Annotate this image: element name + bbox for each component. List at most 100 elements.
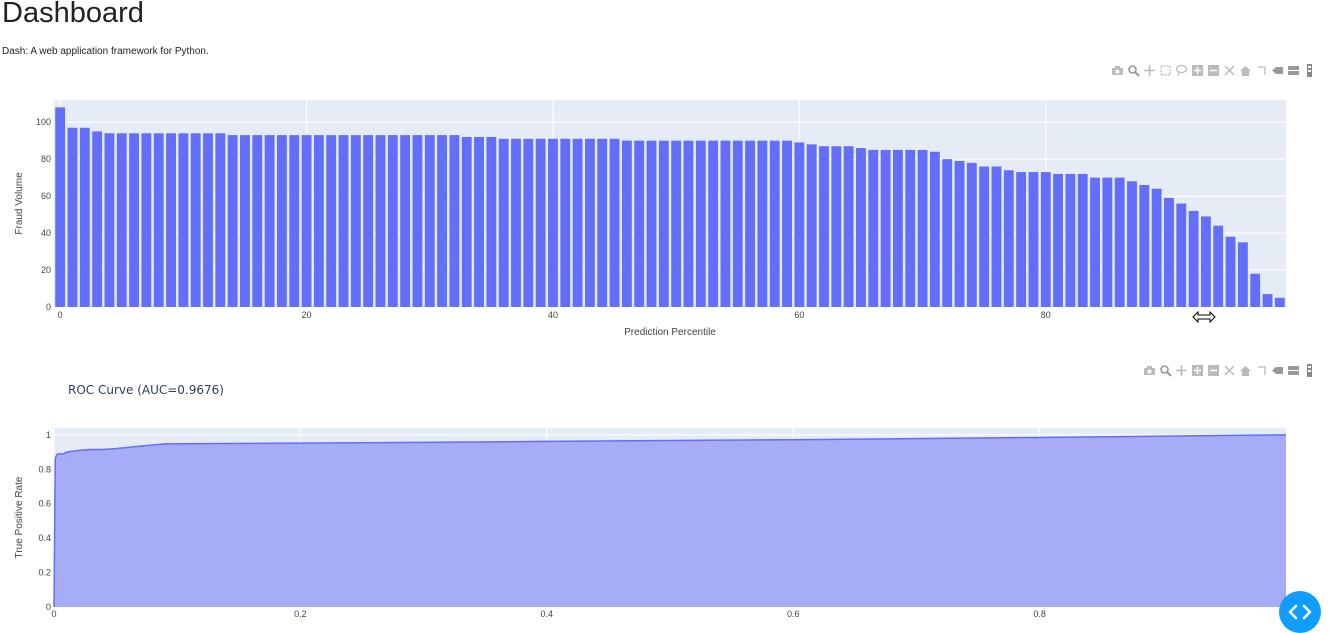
bar[interactable] bbox=[646, 140, 657, 307]
bar[interactable] bbox=[240, 135, 250, 307]
bar[interactable] bbox=[203, 133, 213, 307]
bar[interactable] bbox=[141, 133, 152, 307]
bar[interactable] bbox=[215, 133, 226, 307]
bar[interactable] bbox=[868, 149, 879, 307]
plotly-logo-icon[interactable] bbox=[1303, 64, 1316, 77]
bar[interactable] bbox=[1003, 170, 1014, 307]
pan-icon[interactable] bbox=[1175, 364, 1188, 377]
bar[interactable] bbox=[732, 140, 743, 307]
bar[interactable] bbox=[1028, 172, 1039, 307]
hover-closest-icon[interactable] bbox=[1271, 364, 1284, 377]
bar[interactable] bbox=[1016, 172, 1027, 307]
spike-lines-icon[interactable] bbox=[1255, 64, 1268, 77]
camera-icon[interactable] bbox=[1143, 364, 1156, 377]
zoom-icon[interactable] bbox=[1127, 64, 1140, 77]
bar[interactable] bbox=[1102, 177, 1113, 307]
bar[interactable] bbox=[806, 144, 817, 307]
bar[interactable] bbox=[227, 135, 238, 307]
hover-compare-icon[interactable] bbox=[1287, 364, 1300, 377]
bar[interactable] bbox=[1040, 172, 1051, 307]
dash-devtools-toggle-button[interactable] bbox=[1279, 591, 1321, 633]
bar[interactable] bbox=[1164, 197, 1174, 307]
bar[interactable] bbox=[523, 138, 534, 307]
bar[interactable] bbox=[424, 135, 435, 307]
bar[interactable] bbox=[695, 140, 706, 307]
bar[interactable] bbox=[942, 159, 953, 307]
bar[interactable] bbox=[979, 166, 990, 307]
roc-area-fill[interactable] bbox=[54, 434, 1286, 607]
bar[interactable] bbox=[892, 149, 903, 307]
bar[interactable] bbox=[794, 142, 805, 307]
bar[interactable] bbox=[597, 138, 608, 307]
bar[interactable] bbox=[634, 140, 645, 307]
bar[interactable] bbox=[880, 149, 891, 307]
bar[interactable] bbox=[486, 136, 497, 307]
bar[interactable] bbox=[1127, 181, 1137, 307]
bar[interactable] bbox=[560, 138, 571, 307]
bar[interactable] bbox=[991, 166, 1002, 307]
bar[interactable] bbox=[831, 146, 842, 307]
roc-curve-line[interactable] bbox=[53, 434, 1287, 608]
bar[interactable] bbox=[1090, 177, 1100, 307]
bar[interactable] bbox=[338, 135, 349, 307]
bar[interactable] bbox=[621, 140, 632, 307]
lasso-icon[interactable] bbox=[1175, 64, 1188, 77]
spike-lines-icon[interactable] bbox=[1255, 364, 1268, 377]
bar[interactable] bbox=[375, 135, 386, 307]
zoom-in-icon[interactable] bbox=[1191, 64, 1204, 77]
bar[interactable] bbox=[609, 138, 620, 307]
bar[interactable] bbox=[129, 133, 140, 307]
bar[interactable] bbox=[289, 135, 300, 307]
bar[interactable] bbox=[178, 133, 189, 307]
bar[interactable] bbox=[757, 140, 768, 307]
bar[interactable] bbox=[412, 135, 423, 307]
bar[interactable] bbox=[104, 133, 115, 307]
bar[interactable] bbox=[782, 140, 792, 307]
bar[interactable] bbox=[1053, 173, 1064, 307]
bar[interactable] bbox=[1188, 210, 1199, 307]
bar[interactable] bbox=[905, 149, 916, 307]
bar[interactable] bbox=[400, 135, 411, 307]
bar[interactable] bbox=[1274, 297, 1285, 307]
bar[interactable] bbox=[461, 136, 472, 307]
bar[interactable] bbox=[708, 140, 719, 307]
bar[interactable] bbox=[67, 127, 78, 308]
plotly-logo-icon[interactable] bbox=[1303, 364, 1316, 377]
bar[interactable] bbox=[1262, 294, 1273, 307]
bar[interactable] bbox=[313, 135, 324, 307]
reset-axes-icon[interactable] bbox=[1239, 64, 1252, 77]
pan-icon[interactable] bbox=[1143, 64, 1156, 77]
bar[interactable] bbox=[1213, 225, 1224, 307]
bar[interactable] bbox=[769, 140, 780, 307]
roc-area-chart[interactable]: 0 0.2 0.4 0.6 0.8 1 0 0.2 0.4 0.6 0.8 ROC Curve (AU… bbox=[0, 362, 1329, 622]
bar[interactable] bbox=[1250, 273, 1261, 307]
zoom-out-icon[interactable] bbox=[1207, 364, 1220, 377]
bar[interactable] bbox=[671, 140, 682, 307]
fraud-volume-graph[interactable]: 0 20 40 60 80 100 0 20 40 60 80 Prediction Percenti… bbox=[0, 60, 1329, 350]
bar[interactable] bbox=[843, 146, 854, 307]
bar[interactable] bbox=[276, 135, 287, 307]
bar[interactable] bbox=[1200, 216, 1211, 307]
bar[interactable] bbox=[572, 138, 583, 307]
bar[interactable] bbox=[1176, 203, 1187, 308]
bar[interactable] bbox=[449, 135, 460, 307]
bar[interactable] bbox=[511, 138, 521, 307]
bar[interactable] bbox=[929, 151, 940, 307]
bar[interactable] bbox=[720, 140, 731, 307]
bar[interactable] bbox=[1151, 188, 1162, 307]
bar[interactable] bbox=[363, 135, 374, 307]
bar[interactable] bbox=[683, 140, 694, 307]
bar[interactable] bbox=[856, 148, 866, 307]
bar[interactable] bbox=[252, 135, 263, 307]
bar[interactable] bbox=[264, 135, 275, 307]
bar[interactable] bbox=[535, 138, 546, 307]
box-select-icon[interactable] bbox=[1159, 64, 1172, 77]
bar[interactable] bbox=[1237, 242, 1248, 307]
zoom-in-icon[interactable] bbox=[1191, 364, 1204, 377]
roc-curve-graph[interactable]: 0 0.2 0.4 0.6 0.8 1 0 0.2 0.4 0.6 0.8 ROC Curve (AU… bbox=[0, 362, 1329, 622]
camera-icon[interactable] bbox=[1111, 64, 1124, 77]
bar[interactable] bbox=[966, 162, 977, 307]
bar[interactable] bbox=[548, 138, 558, 307]
bar[interactable] bbox=[1065, 173, 1076, 307]
bar[interactable] bbox=[79, 127, 90, 308]
